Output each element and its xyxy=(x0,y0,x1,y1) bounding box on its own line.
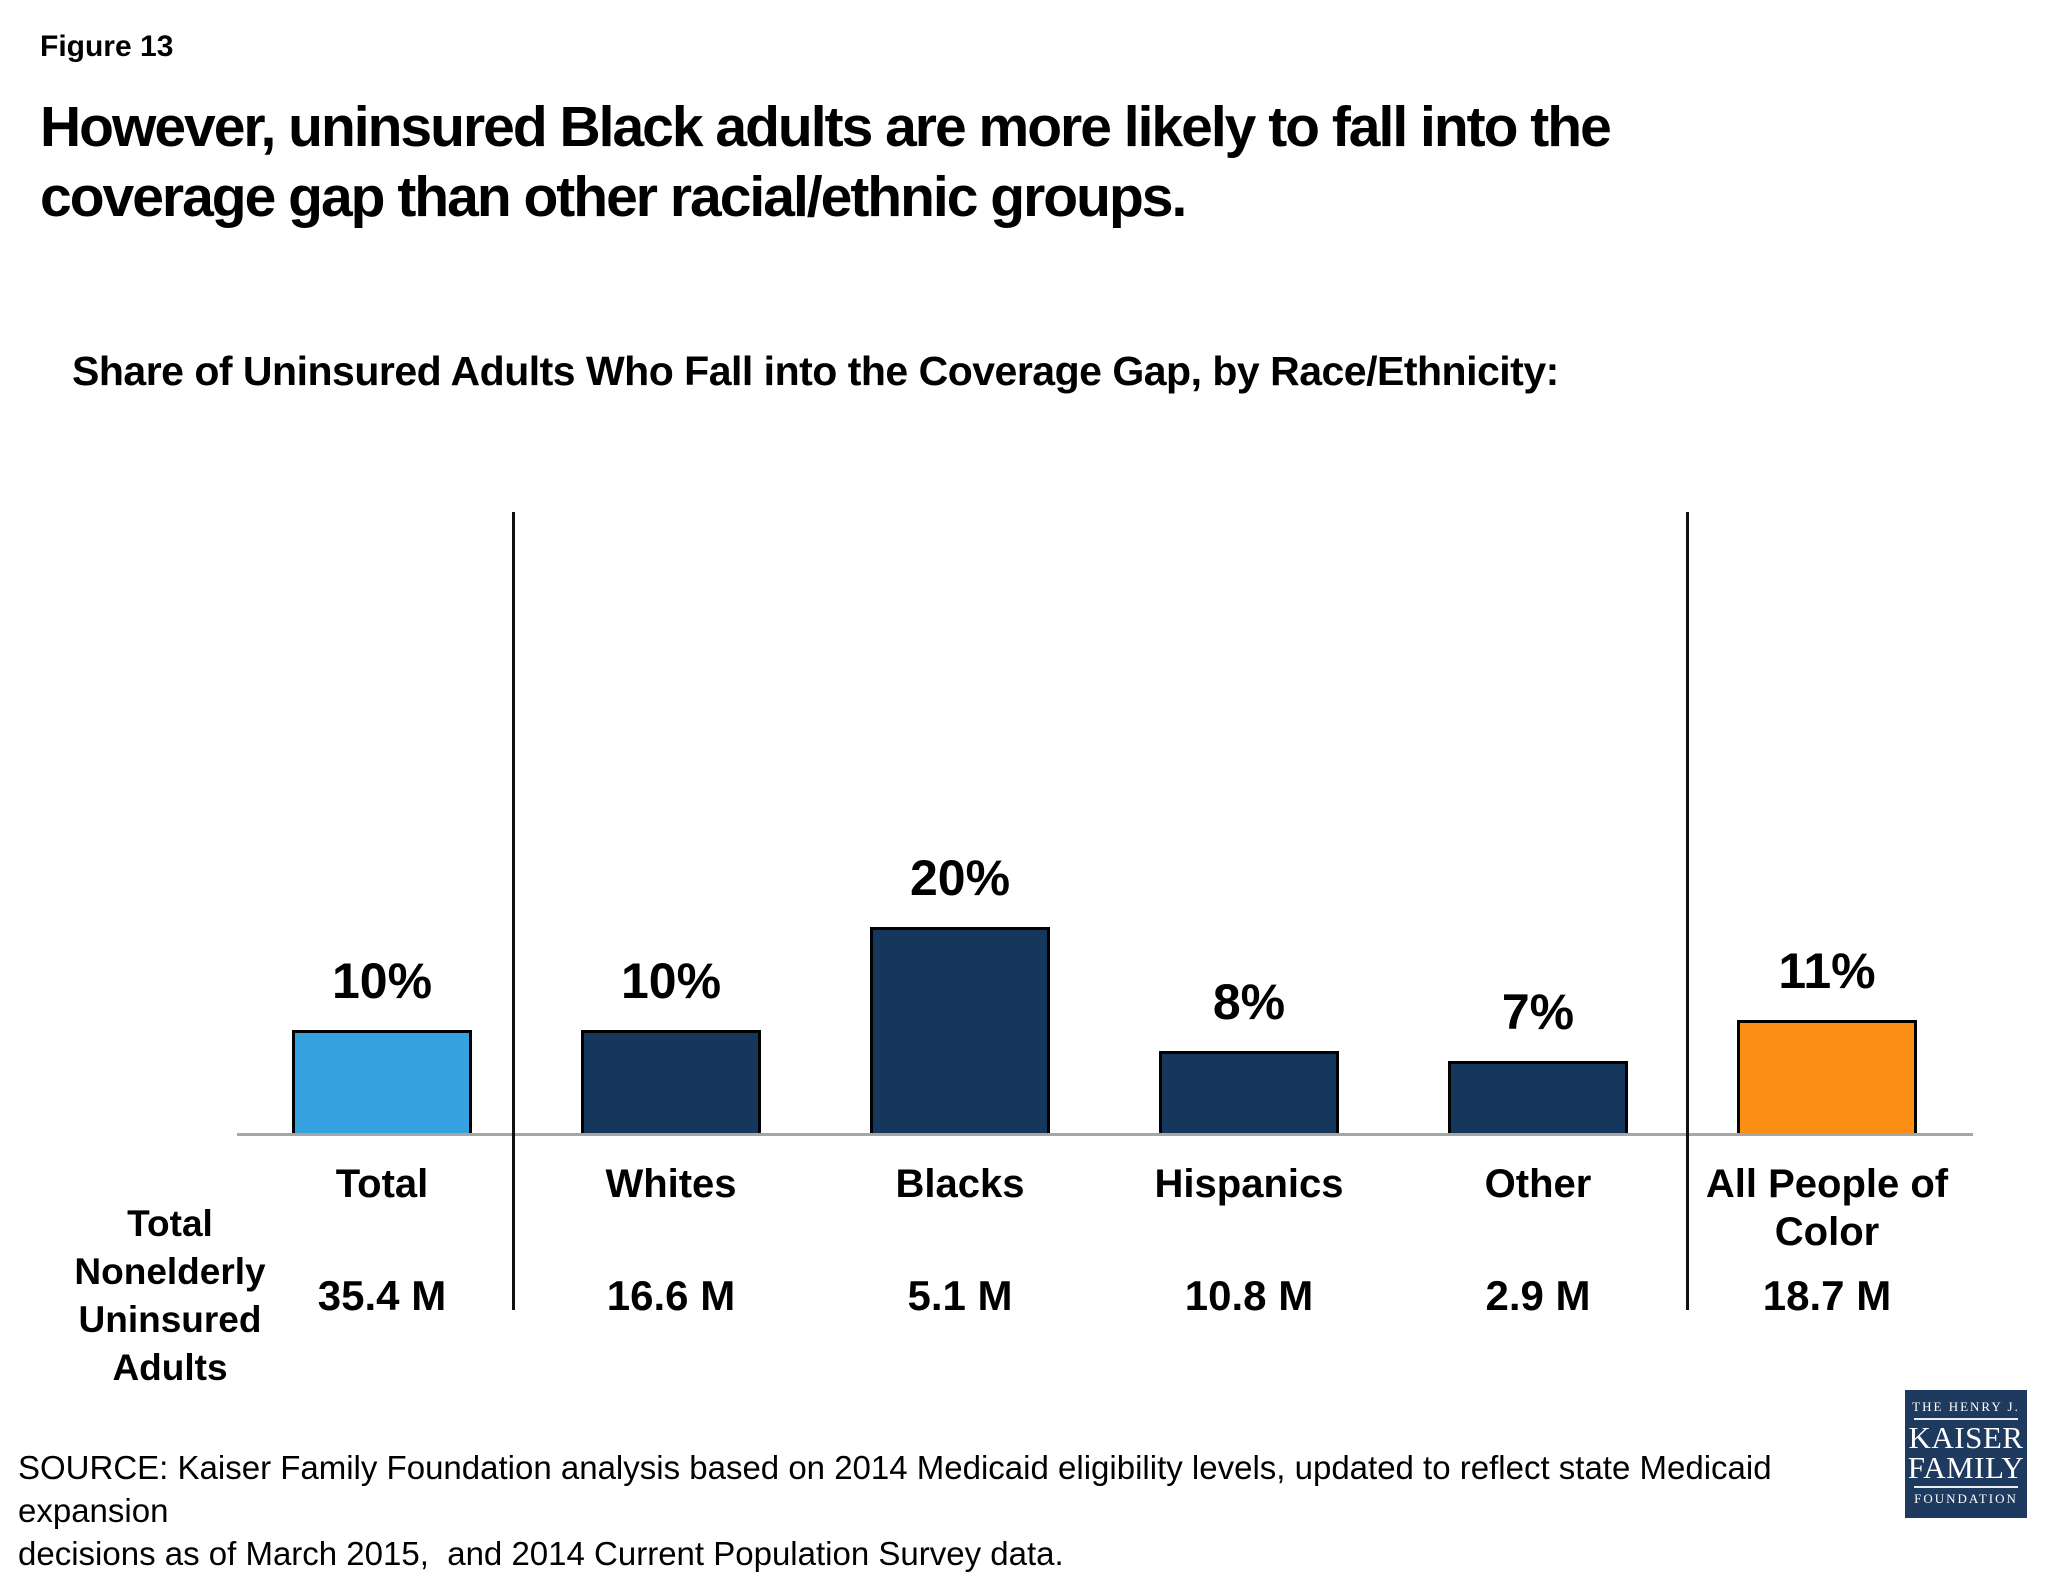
chart-divider-right xyxy=(1686,512,1689,1310)
page-title: However, uninsured Black adults are more… xyxy=(40,92,1612,232)
chart-divider-left xyxy=(512,512,515,1310)
bar-category-label: Blacks xyxy=(895,1162,1025,1206)
bar-value-label: 10% xyxy=(620,953,722,1009)
page-title-line-1: However, uninsured Black adults are more… xyxy=(40,95,1612,159)
bar-value-label: 10% xyxy=(331,953,433,1009)
kff-logo-top-line: THE HENRY J. xyxy=(1912,1399,2020,1414)
kff-logo-foundation: FOUNDATION xyxy=(1914,1491,2018,1506)
bar-count-label: 16.6 M xyxy=(606,1272,736,1319)
kff-logo: THE HENRY J. KAISER FAMILY FOUNDATION xyxy=(1905,1390,2027,1518)
chart-baseline xyxy=(237,1133,1973,1136)
bar-category-label: Whites xyxy=(605,1162,737,1206)
bar-blacks xyxy=(870,927,1050,1133)
kff-logo-family: FAMILY xyxy=(1907,1450,2025,1485)
bar-count-label: 35.4 M xyxy=(317,1272,447,1319)
kff-logo-rule-bottom xyxy=(1914,1486,2018,1488)
chart-subtitle: Share of Uninsured Adults Who Fall into … xyxy=(72,348,1559,394)
bar-other xyxy=(1448,1061,1628,1133)
bar-value-label: 7% xyxy=(1501,984,1575,1040)
bar-whites xyxy=(581,1030,761,1133)
bar-category-label: Total xyxy=(335,1162,429,1206)
figure-label: Figure 13 xyxy=(40,30,174,63)
bar-all-people-of-color xyxy=(1737,1020,1917,1133)
bar-hispanics xyxy=(1159,1051,1339,1133)
bar-count-label: 10.8 M xyxy=(1184,1272,1314,1319)
bar-value-label: 11% xyxy=(1778,943,1876,999)
page-title-line-2: coverage gap than other racial/ethnic gr… xyxy=(40,165,1187,229)
bar-category-label: Other xyxy=(1484,1162,1592,1206)
bar-count-label: 2.9 M xyxy=(1485,1272,1591,1319)
bar-count-label: 18.7 M xyxy=(1762,1272,1892,1319)
kff-logo-rule-top xyxy=(1914,1418,2018,1420)
source-note: SOURCE: Kaiser Family Foundation analysi… xyxy=(18,1449,1772,1572)
bar-category-label: Hispanics xyxy=(1154,1162,1344,1206)
bar-category-label: All People of Color xyxy=(1705,1162,1949,1254)
count-row-label: Total Nonelderly Uninsured Adults xyxy=(74,1203,266,1388)
bar-total xyxy=(292,1030,472,1133)
kff-logo-kaiser: KAISER xyxy=(1908,1420,2024,1455)
coverage-gap-bar-chart: 10% Total 35.4 M 10% Whites 16.6 M 20% Blacks 5.… xyxy=(74,512,1973,1388)
bar-count-label: 5.1 M xyxy=(907,1272,1013,1319)
bar-value-label: 20% xyxy=(909,850,1011,906)
bar-value-label: 8% xyxy=(1212,974,1286,1030)
